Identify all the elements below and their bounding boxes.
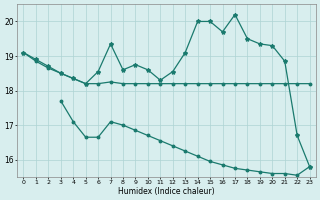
X-axis label: Humidex (Indice chaleur): Humidex (Indice chaleur) xyxy=(118,187,215,196)
